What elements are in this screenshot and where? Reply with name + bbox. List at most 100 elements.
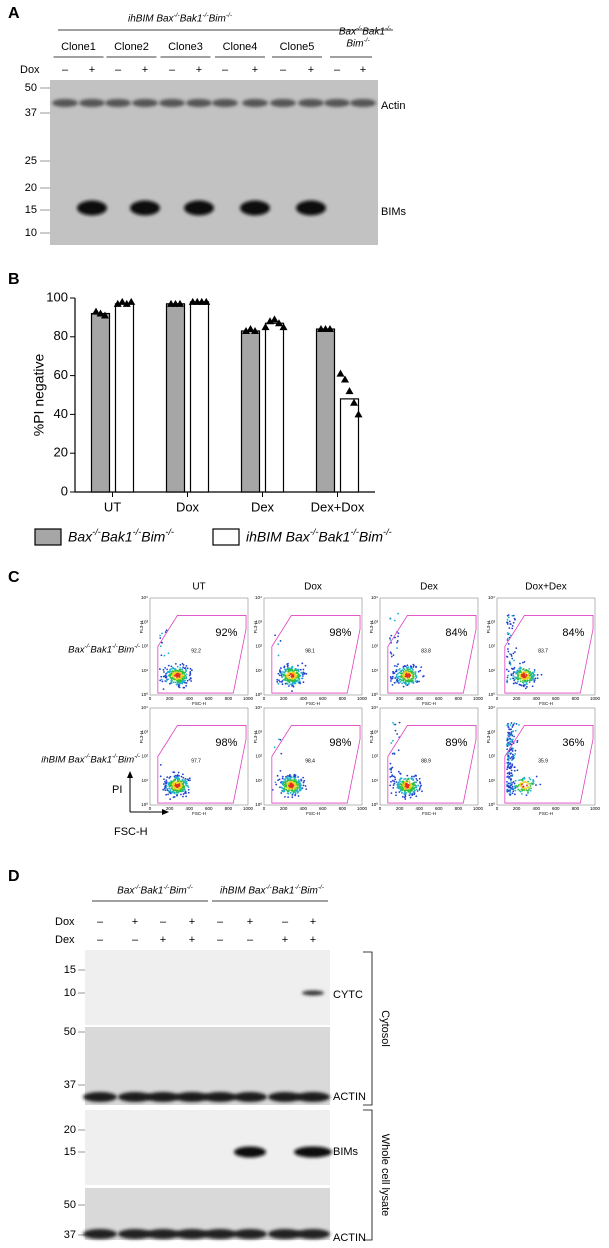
event-dot (513, 769, 516, 772)
event-dot (396, 641, 398, 644)
event-dot (508, 773, 511, 776)
event-dot (395, 781, 398, 783)
replicate-point (270, 315, 279, 323)
event-dot (275, 783, 278, 786)
band (105, 99, 131, 107)
band (175, 1092, 209, 1102)
event-dot (287, 679, 289, 681)
event-dot (294, 789, 296, 792)
event-dot (185, 685, 188, 687)
event-dot (301, 662, 304, 665)
event-dot (185, 795, 188, 798)
plot-y-axis: FL3-H (253, 731, 258, 744)
event-dot (292, 675, 295, 678)
event-dot (507, 751, 510, 754)
event-dot (186, 679, 189, 682)
marker-label: 37 (25, 107, 37, 119)
event-dot (292, 783, 294, 786)
event-dot (407, 680, 410, 683)
event-dot (405, 782, 408, 785)
band-label: BIMs (333, 1146, 359, 1158)
event-dot (176, 774, 179, 776)
event-dot (533, 671, 536, 673)
event-dot (512, 621, 515, 624)
event-dot (405, 679, 408, 682)
treatment-label: Dex (55, 934, 75, 946)
event-dot (527, 780, 530, 783)
plot-x-tick: 1000 (243, 696, 254, 701)
band (118, 1092, 152, 1102)
event-dot (286, 683, 289, 685)
plot-y-axis: FL3-H (139, 731, 144, 744)
event-dot (533, 674, 536, 677)
event-dot (274, 781, 277, 784)
event-dot (526, 679, 529, 682)
event-dot (511, 627, 514, 630)
panel-label: A (8, 5, 20, 22)
event-dot (390, 652, 393, 655)
sign: – (97, 934, 104, 946)
event-dot (179, 663, 182, 666)
event-dot (277, 654, 280, 657)
column-label: UT (192, 582, 205, 593)
event-dot (289, 669, 291, 671)
event-dot (166, 668, 169, 671)
event-dot (160, 678, 163, 681)
event-dot (178, 786, 181, 789)
event-dot (159, 668, 161, 670)
event-dot (511, 738, 514, 741)
event-dot (391, 675, 394, 678)
event-dot (510, 747, 513, 750)
event-dot (508, 766, 511, 769)
replicate-point (279, 323, 288, 331)
event-dot (403, 676, 405, 678)
plot-x-tick: 600 (552, 806, 560, 811)
event-dot (415, 781, 418, 784)
gate-percentage: 92% (215, 627, 237, 639)
event-dot (286, 665, 289, 668)
fraction-label: Cytosol (379, 1010, 391, 1047)
event-dot (510, 731, 513, 733)
event-dot (172, 782, 174, 785)
event-dot (286, 667, 289, 670)
event-dot (281, 790, 284, 793)
gate-value: 97.7 (191, 759, 201, 765)
event-dot (177, 685, 180, 688)
event-dot (406, 675, 409, 678)
event-dot (182, 785, 185, 788)
event-dot (182, 666, 185, 669)
event-dot (519, 680, 522, 683)
event-dot (288, 786, 291, 788)
sign: – (160, 916, 167, 928)
event-dot (297, 674, 300, 676)
event-dot (294, 786, 297, 788)
event-dot (511, 726, 514, 728)
event-dot (510, 766, 513, 769)
event-dot (304, 664, 307, 667)
event-dot (281, 680, 284, 682)
event-dot (413, 787, 415, 790)
event-dot (508, 620, 511, 623)
plot-y-axis: FL3-H (139, 621, 144, 634)
event-dot (288, 673, 290, 675)
gate-value: 92.2 (191, 649, 201, 655)
plot-x-axis: FSC-H (192, 811, 206, 816)
band (350, 99, 376, 107)
gate (157, 725, 247, 804)
blot (85, 1027, 330, 1105)
event-dot (161, 680, 164, 683)
plot-x-tick: 400 (415, 806, 423, 811)
event-dot (514, 789, 517, 792)
event-dot (173, 668, 176, 670)
event-dot (406, 664, 409, 667)
event-dot (176, 677, 179, 680)
event-dot (523, 660, 526, 663)
gate-percentage: 98% (329, 737, 351, 749)
band (146, 1229, 180, 1239)
event-dot (528, 668, 531, 670)
sign: + (89, 64, 95, 76)
event-dot (291, 682, 294, 684)
event-dot (409, 679, 411, 682)
